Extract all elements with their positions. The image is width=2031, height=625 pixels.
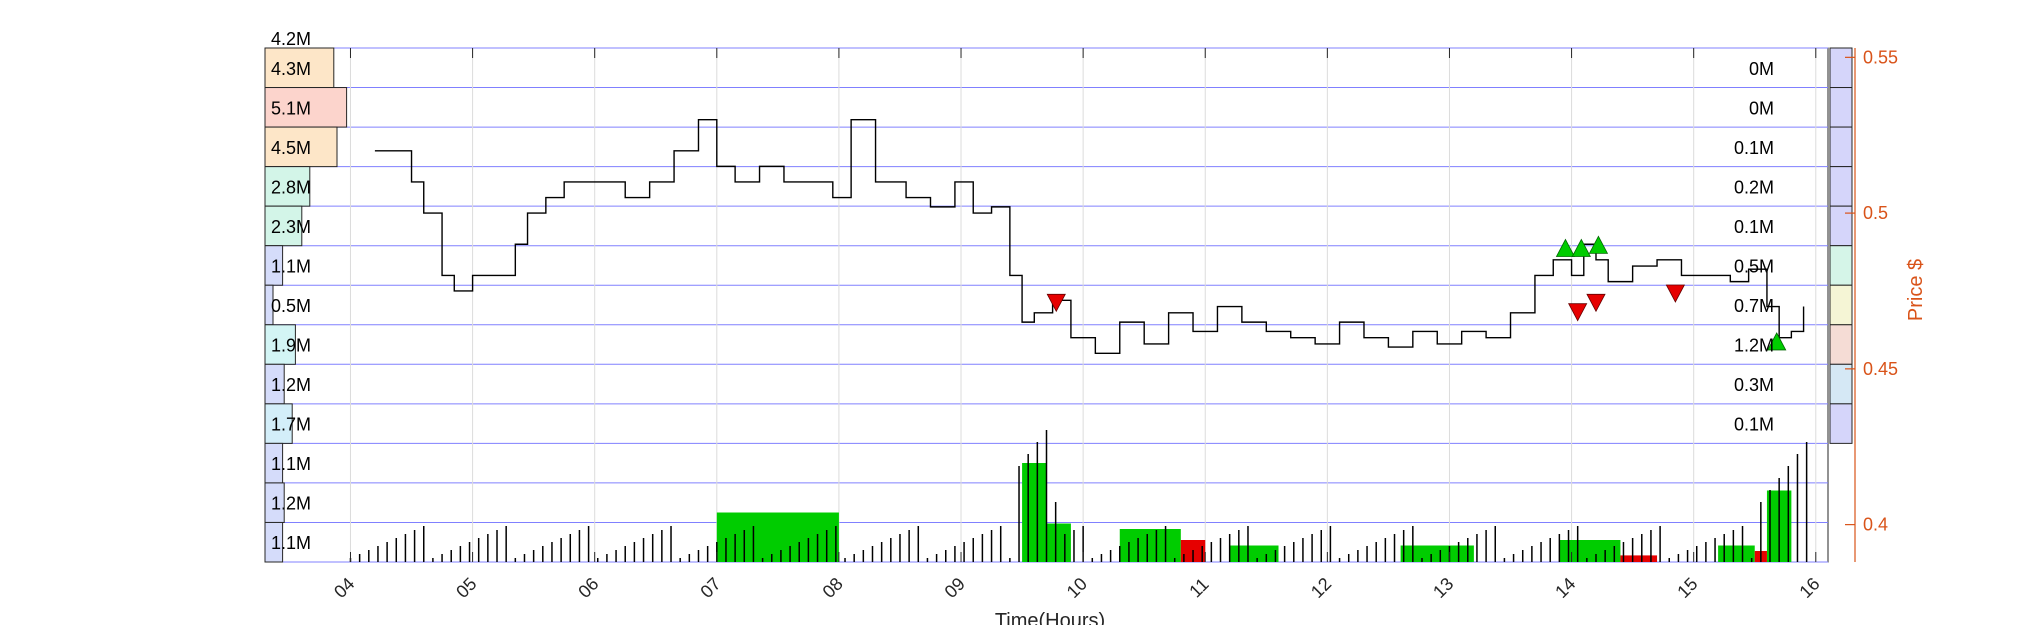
x-tick-label: 09: [941, 574, 969, 602]
x-tick-label: 10: [1063, 574, 1091, 602]
left-profile-label: 5.1M: [271, 98, 311, 118]
x-tick-label: 15: [1673, 574, 1701, 602]
volume-bar: [1718, 545, 1755, 562]
volume-bar: [1400, 545, 1474, 562]
x-tick-label: 07: [696, 574, 724, 602]
sell-marker: [1586, 293, 1606, 313]
y-axis-label: Price $: [1905, 259, 1927, 321]
right-volume-profile: 0M 0M 0.1M 0.2M 0.1M 0.5M 0.7M 1.2M 0.3M 0.1M: [1734, 47, 1853, 444]
left-profile-bar: [264, 47, 335, 89]
left-profile-bar: [264, 245, 284, 286]
buy-marker: [1571, 238, 1592, 257]
x-tick-label: 13: [1429, 574, 1457, 602]
sell-marker: [1046, 293, 1066, 313]
x-tick-label: 11: [1185, 574, 1212, 601]
left-profile-label: 4.5M: [271, 138, 311, 158]
x-tick-label: 08: [819, 574, 847, 602]
right-profile-bar: [1829, 284, 1853, 326]
x-tick-label: 05: [452, 574, 480, 602]
sell-marker: [1568, 303, 1588, 322]
y-tick-label: 0.4: [1863, 515, 1888, 535]
left-volume-profile: 4.2M 4.3M 5.1M 4.5M 2.8M 2.3M 1.1M 0.5M 1.9M 1.2M…: [264, 29, 348, 563]
right-profile-label: 0.1M: [1734, 217, 1774, 237]
trade-markers: [1046, 235, 1787, 351]
right-profile-bar: [1829, 205, 1853, 247]
left-profile-label: 1.2M: [271, 494, 311, 514]
x-tick-label: 12: [1307, 574, 1335, 602]
left-profile-label: 1.7M: [271, 415, 311, 435]
left-profile-label: 0.5M: [271, 296, 311, 316]
volume-bar: [1620, 555, 1658, 562]
right-profile-label: 0.2M: [1734, 177, 1774, 197]
left-profile-bar: [264, 521, 284, 563]
right-profile-bar: [1829, 126, 1853, 168]
x-axis-label: Time(Hours): [995, 610, 1105, 625]
buy-marker: [1767, 332, 1787, 351]
left-profile-bar: [264, 205, 303, 247]
right-profile-bar: [1829, 324, 1853, 365]
right-profile-bar: [1829, 403, 1853, 444]
right-profile-label: 0M: [1749, 59, 1774, 79]
left-profile-bar: [264, 403, 293, 444]
volume-bar: [716, 512, 839, 562]
left-profile-label: 1.1M: [271, 533, 311, 553]
right-profile-label: 0.1M: [1734, 415, 1774, 435]
volume-bar: [1022, 463, 1047, 562]
volume-bar: [1046, 523, 1071, 562]
right-profile-label: 0.1M: [1734, 138, 1774, 158]
volume-bar: [1119, 529, 1181, 562]
right-profile-label: 1.2M: [1734, 336, 1774, 356]
left-profile-label: 4.3M: [271, 59, 311, 79]
sell-marker: [1665, 284, 1686, 303]
left-profile-label: 1.1M: [271, 256, 311, 276]
left-profile-label: 2.8M: [271, 177, 311, 197]
right-profile-bar: [1829, 363, 1853, 405]
right-profile-label: 0.3M: [1734, 375, 1774, 395]
left-profile-bar: [264, 126, 338, 168]
left-profile-label: 1.1M: [271, 454, 311, 474]
right-profile-label: 0.5M: [1734, 256, 1774, 276]
left-profile-bar: [264, 324, 296, 365]
right-profile-bar: [1829, 87, 1853, 128]
buy-marker: [1555, 238, 1576, 257]
x-tick-label: 04: [330, 574, 358, 602]
right-profile-bar: [1829, 245, 1853, 286]
right-profile-bar: [1829, 166, 1853, 207]
right-profile-label: 0M: [1749, 98, 1774, 118]
x-tick-label: 16: [1795, 574, 1823, 602]
y-tick-label: 0.45: [1863, 359, 1898, 379]
left-profile-label: 1.2M: [271, 375, 311, 395]
x-tick-label: 14: [1551, 574, 1579, 602]
left-profile-label: 4.2M: [271, 29, 311, 49]
volume-bars: [349, 430, 1808, 562]
left-profile-bar: [264, 87, 348, 128]
right-profile-label: 0.7M: [1734, 296, 1774, 316]
left-profile-label: 2.3M: [271, 217, 311, 237]
volume-bar: [1229, 545, 1279, 562]
y-tick-label: 0.55: [1863, 47, 1898, 67]
y-tick-label: 0.5: [1863, 203, 1888, 223]
x-tick-label: 06: [574, 574, 602, 602]
buy-marker: [1588, 235, 1609, 254]
left-profile-label: 1.9M: [271, 336, 311, 356]
right-profile-bar: [1829, 47, 1853, 89]
